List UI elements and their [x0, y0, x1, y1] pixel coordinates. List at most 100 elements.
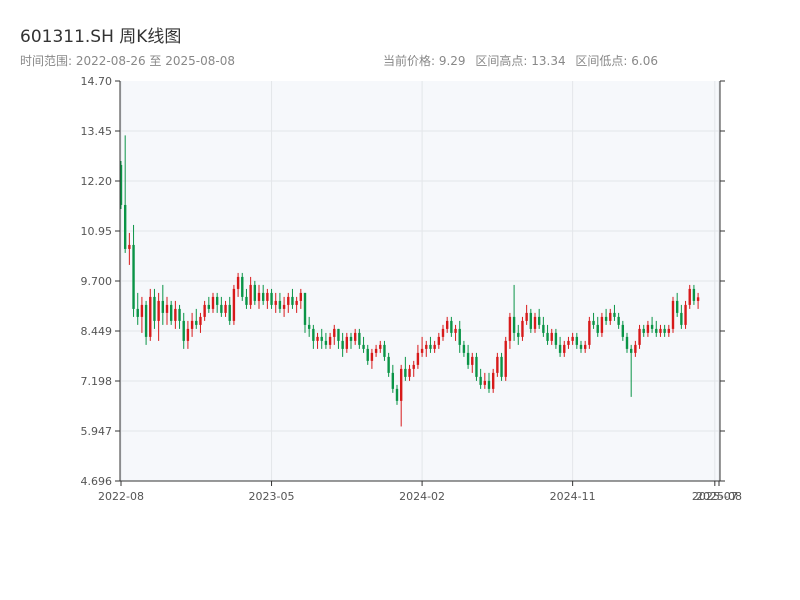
candle	[554, 328, 558, 349]
candle-body	[324, 340, 328, 345]
candle	[345, 332, 349, 353]
candle	[671, 296, 675, 333]
candle-body	[186, 328, 190, 341]
candle	[500, 352, 503, 381]
candle	[362, 336, 365, 353]
candle	[592, 312, 595, 329]
candle-body	[634, 344, 637, 353]
y-tick-label: 5.947	[81, 425, 113, 438]
candle	[379, 340, 382, 353]
candle-body	[199, 316, 202, 325]
candle	[688, 284, 691, 309]
candle	[680, 304, 683, 329]
candle-body	[228, 304, 231, 321]
candle	[638, 324, 641, 349]
candle-body	[387, 356, 390, 373]
y-tick-label: 7.198	[81, 375, 113, 388]
candle-body	[337, 328, 340, 341]
candle-body	[320, 336, 323, 341]
candle	[215, 292, 219, 313]
candle-body	[638, 328, 641, 345]
candle	[425, 340, 428, 357]
candle-body	[190, 320, 194, 329]
candle-body	[178, 308, 181, 321]
candle	[266, 288, 269, 309]
candle-body	[274, 300, 277, 305]
candle	[153, 288, 156, 329]
candle	[646, 320, 650, 337]
candle-body	[416, 352, 420, 365]
y-tick-label: 8.449	[81, 325, 113, 338]
candle	[675, 292, 679, 317]
candle-body	[291, 296, 294, 305]
y-axis-ticks: 4.696 5.947 7.198 8.449 9.700 10.95 12.20 13.45…	[81, 75, 725, 488]
candle	[128, 232, 131, 265]
candle-body	[169, 304, 173, 321]
candle-body	[261, 292, 265, 301]
candle	[282, 296, 286, 317]
candle-body	[165, 304, 169, 313]
candle-body	[546, 332, 549, 341]
candle-body	[596, 324, 599, 333]
candle	[604, 308, 608, 325]
candle-body	[299, 292, 303, 301]
candle	[169, 300, 173, 325]
candle	[274, 292, 277, 313]
candle	[529, 308, 533, 333]
candle	[186, 320, 190, 349]
candle	[303, 292, 307, 333]
candle-body	[537, 316, 541, 325]
candle	[655, 320, 658, 337]
candle	[341, 332, 344, 357]
candle-body	[149, 296, 152, 337]
candle-body	[441, 328, 445, 337]
candle	[575, 332, 579, 349]
candle-body	[349, 336, 353, 341]
candle-body	[203, 304, 206, 317]
candle-body	[429, 344, 432, 349]
candle-body	[609, 312, 612, 321]
candle	[220, 296, 223, 317]
candle-body	[282, 304, 286, 309]
candle	[353, 328, 357, 345]
candle-body	[625, 336, 629, 349]
candle	[123, 135, 127, 253]
y-tick-label: 4.696	[81, 475, 113, 488]
candle-body	[287, 296, 290, 305]
candle-body	[174, 308, 177, 321]
candle	[471, 352, 474, 373]
candle-body	[345, 336, 349, 349]
candle-body	[132, 244, 135, 309]
candle	[621, 320, 625, 341]
candle	[517, 324, 520, 345]
candle	[537, 308, 541, 329]
candle-body	[667, 328, 671, 333]
candle	[433, 340, 436, 353]
candle	[182, 312, 185, 349]
x-tick-label: 2023-05	[249, 490, 295, 503]
candle	[458, 320, 461, 353]
candle-body	[554, 332, 558, 345]
candle-body	[533, 316, 537, 329]
candle-body	[696, 297, 700, 301]
candle-body	[462, 344, 466, 353]
candle	[312, 324, 315, 349]
candle	[132, 224, 135, 317]
candle-body	[454, 328, 457, 333]
candle-body	[425, 344, 428, 349]
candle	[617, 312, 620, 329]
candle	[207, 296, 211, 313]
candle-body	[232, 288, 236, 321]
candle	[583, 340, 587, 353]
x-axis-ticks: 2022-08 2023-05 2024-02 2024-11 2025-072025-…	[98, 481, 742, 503]
candle	[144, 300, 148, 345]
candle	[558, 336, 562, 357]
x-tick-label: 2025-08	[696, 490, 742, 503]
candle-body	[504, 340, 507, 377]
candle-body	[579, 344, 583, 349]
candle	[588, 316, 591, 349]
candle-body	[583, 344, 587, 349]
candle	[399, 364, 403, 427]
candle	[571, 332, 574, 345]
x-tick-label: 2022-08	[98, 490, 144, 503]
